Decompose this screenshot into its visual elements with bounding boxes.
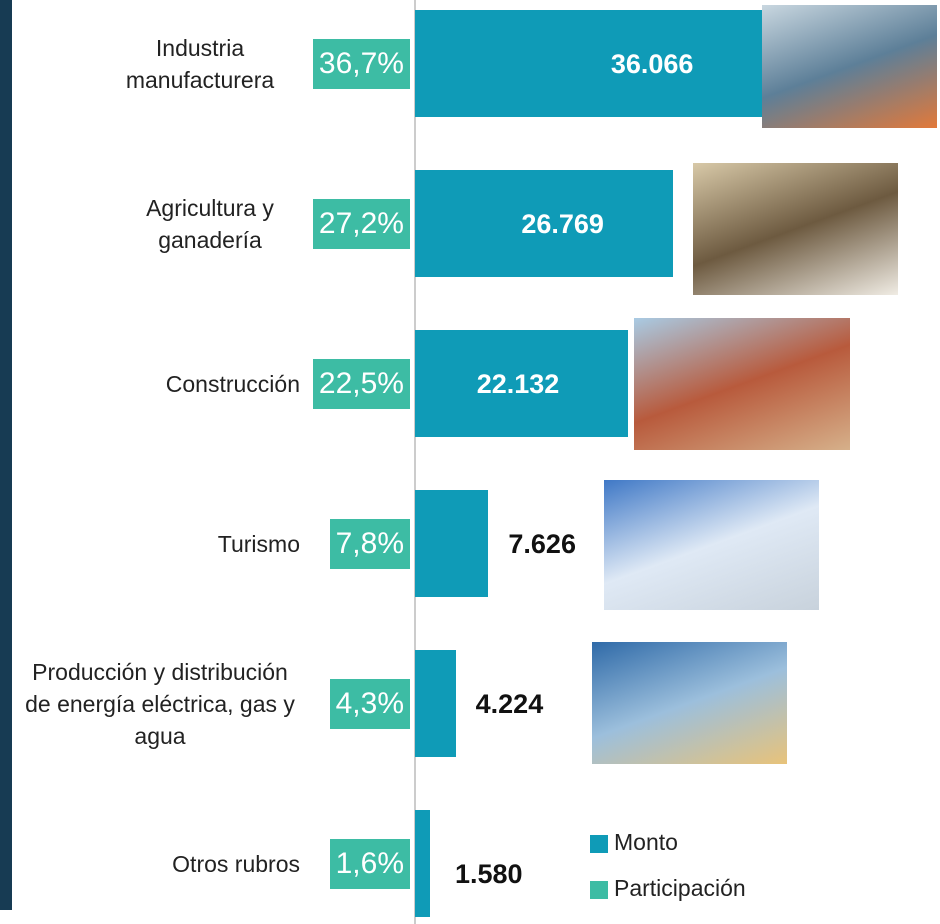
bar <box>415 490 489 597</box>
category-label: Agricultura y ganadería <box>146 194 274 253</box>
legend-label: Participación <box>614 875 746 901</box>
participation-box: 22,5% <box>312 358 410 409</box>
category-label-row: Construcción <box>166 368 300 400</box>
participation-label: 22,5% <box>318 366 404 400</box>
bar <box>415 650 456 757</box>
category-label: Otros rubros <box>172 850 300 877</box>
photo <box>762 5 937 128</box>
participation-box: 4,3% <box>329 678 410 729</box>
value-label: 1.580 <box>455 858 523 889</box>
bar <box>415 10 763 117</box>
bar <box>415 330 629 437</box>
bar <box>415 170 673 277</box>
legend-swatch <box>590 835 608 853</box>
category-label-row: Turismo <box>218 528 300 560</box>
participation-label: 36,7% <box>318 46 404 80</box>
photo <box>634 318 850 450</box>
participation-label: 4,3% <box>335 686 404 720</box>
participation-box: 27,2% <box>312 198 410 249</box>
axis-line <box>414 0 416 924</box>
legend-swatch <box>590 881 608 899</box>
photo <box>592 642 787 764</box>
category-label-row: Producción y distribución de energía elé… <box>20 656 300 752</box>
bar <box>415 810 431 917</box>
category-label-row: Industria manufacturera <box>100 32 300 96</box>
photo <box>604 480 819 610</box>
category-label-row: Agricultura y ganadería <box>120 192 300 256</box>
value-label: 22.132 <box>476 368 560 399</box>
value-label: 7.626 <box>508 528 576 559</box>
value-label: 36.066 <box>610 48 694 79</box>
legend-label: Monto <box>614 829 678 855</box>
category-label: Turismo <box>217 530 300 557</box>
side-strip <box>0 0 12 910</box>
category-label: Industria manufacturera <box>125 34 275 93</box>
value-label: 4.224 <box>475 688 544 719</box>
participation-label: 1,6% <box>335 846 404 880</box>
participation-label: 27,2% <box>318 206 404 240</box>
participation-box: 1,6% <box>329 838 410 889</box>
participation-box: 36,7% <box>312 38 410 89</box>
category-label: Producción y distribución de energía elé… <box>25 658 295 749</box>
category-label-row: Otros rubros <box>172 848 300 880</box>
participation-box: 7,8% <box>329 518 410 569</box>
participation-label: 7,8% <box>335 526 404 560</box>
photo <box>693 163 898 295</box>
value-label: 26.769 <box>521 208 604 239</box>
category-label: Construcción <box>165 370 300 397</box>
